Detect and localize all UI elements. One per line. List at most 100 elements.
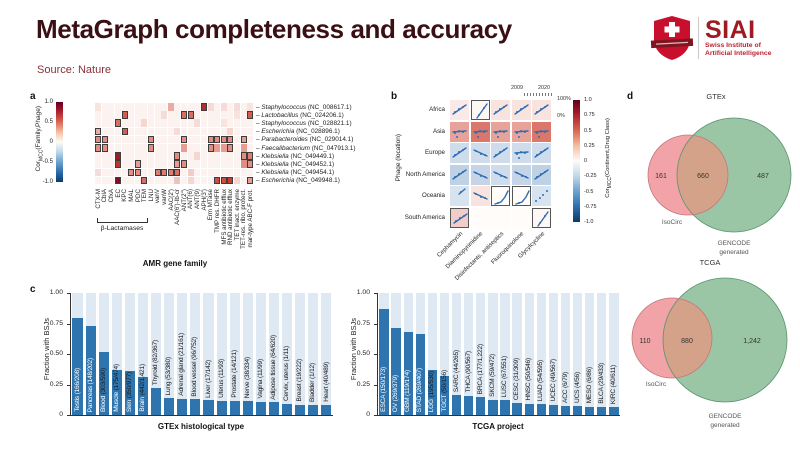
bar [124, 371, 135, 415]
heatmap-cell [214, 119, 221, 128]
heatmap-cell [234, 127, 241, 136]
heatmap-cell [181, 168, 188, 177]
phage-colorbar-tick: -0.5 [584, 188, 594, 195]
heatmap-cell [154, 135, 161, 144]
heatmap-cell [200, 176, 207, 185]
phage-grid-row-label: Europe [425, 149, 445, 156]
bar [98, 352, 109, 415]
bar-label: Bladder (1/12) [309, 362, 317, 402]
heatmap-cell [167, 103, 174, 111]
heatmap-cell [227, 119, 234, 128]
heatmap-cell [174, 119, 181, 128]
tcga-xlabel: TCGA project [472, 422, 524, 431]
heatmap-cell [148, 103, 155, 111]
phage-grid-tile [511, 100, 531, 120]
heatmap-cell [161, 119, 168, 128]
bar-background-stripe [451, 293, 462, 415]
y-tick-mark [374, 354, 377, 355]
bar-label: Thyroid (82/367) [152, 339, 160, 385]
heatmap-cell [108, 111, 115, 119]
phage-colorbar-tick: 0.25 [584, 142, 595, 149]
heatmap-cell [114, 103, 121, 111]
bar [500, 400, 510, 415]
bar-background-stripe [321, 293, 332, 415]
heatmap-colorbar-tick: 0.5 [44, 119, 53, 125]
heatmap-cell [114, 135, 121, 144]
bar-background-stripe [137, 293, 149, 415]
heatmap-cell [214, 152, 221, 160]
bar [439, 375, 450, 415]
heatmap-cell [114, 127, 121, 136]
bar [137, 377, 149, 415]
heatmap-cell [128, 160, 135, 169]
bar-label: CESC (31/309) [513, 357, 521, 400]
phage-grid-tile [532, 207, 551, 228]
heatmap-cell [114, 168, 121, 177]
bar-background-stripe [572, 293, 583, 415]
heatmap-cell [108, 160, 115, 169]
y-tick-label: 0.50 [49, 350, 63, 357]
bar-background-stripe [203, 293, 214, 415]
heatmap-cell [154, 160, 161, 169]
heatmap-cell [114, 119, 121, 128]
source-label: Source: Nature [37, 64, 111, 76]
heatmap-cell [95, 168, 102, 177]
venn-gtex-right-label-2: generated [719, 249, 749, 256]
bar-background-stripe [124, 293, 135, 415]
heatmap-cell [187, 152, 194, 160]
heatmap-cell [240, 111, 247, 119]
heatmap-x-tick-label: TMP res. DHFR [213, 189, 221, 233]
phage-grid-tile [491, 100, 510, 120]
heatmap-cell [174, 127, 181, 136]
heatmap-cell [220, 144, 227, 152]
phage-colorbar-tick: -1.0 [584, 219, 594, 225]
bar-background-stripe [536, 293, 546, 415]
bar-label: LUAD (54/595) [537, 359, 545, 401]
bar-background-stripe [512, 293, 522, 415]
heatmap-cell [234, 111, 241, 119]
heatmap-cell [214, 176, 221, 185]
bar [464, 395, 474, 415]
heatmap-cell [187, 111, 194, 119]
bar-label: Skin (350/977) [125, 371, 133, 412]
heatmap-cell [101, 119, 108, 128]
logo-subtitle-2: Artificial Intelligence [705, 50, 772, 57]
bar-label: GBM (119/174) [404, 370, 412, 412]
heatmap-cell [121, 111, 128, 119]
heatmap-cell [154, 111, 161, 119]
heatmap-cell [214, 144, 221, 152]
y-tick-label: 0.75 [356, 319, 370, 327]
heatmap-row-label: – Parabacteroides (NC_029014.1) [256, 136, 354, 144]
bar [203, 400, 214, 415]
heatmap-x-tick-label: mar-type ABC-F prot. [247, 189, 255, 248]
heatmap-row-label: – Faecalibacterium (NC_047913.1) [256, 144, 356, 152]
heatmap-cell [174, 160, 181, 169]
heatmap-cell [141, 160, 148, 169]
legend-axis-ticks [524, 93, 554, 96]
bar-background-stripe [439, 293, 450, 415]
phage-grid-tile [470, 164, 490, 185]
phage-colorbar-label: CorMCC(Continent,Drug Class) [605, 118, 614, 198]
heatmap-x-tick-label: MAL [127, 189, 135, 202]
phage-grid-tile [470, 100, 490, 120]
heatmap-colorbar [56, 102, 63, 182]
bar [111, 370, 122, 415]
logo-subtitle-1: Swiss Institute of [705, 42, 761, 49]
bar-background-stripe [111, 293, 122, 415]
bar-label: Lung (53/380) [165, 356, 173, 395]
heatmap-cell [148, 127, 155, 136]
heatmap-cell [227, 176, 234, 185]
y-tick-mark [374, 384, 377, 386]
heatmap-cell [121, 144, 128, 152]
y-tick-mark [374, 293, 377, 294]
heatmap-cell [114, 144, 121, 152]
heatmap-cell [240, 127, 247, 136]
phage-grid-row-label: Africa [429, 106, 445, 113]
bar-label: Nerve (38/334) [243, 356, 251, 399]
heatmap-cell [247, 144, 254, 152]
heatmap-cell [134, 119, 141, 128]
beta-lactamase-bracket [97, 218, 148, 223]
heatmap-cell [214, 127, 221, 136]
heatmap-cell [240, 168, 247, 177]
venn-tcga-right-label-1: GENCODE [709, 413, 743, 420]
